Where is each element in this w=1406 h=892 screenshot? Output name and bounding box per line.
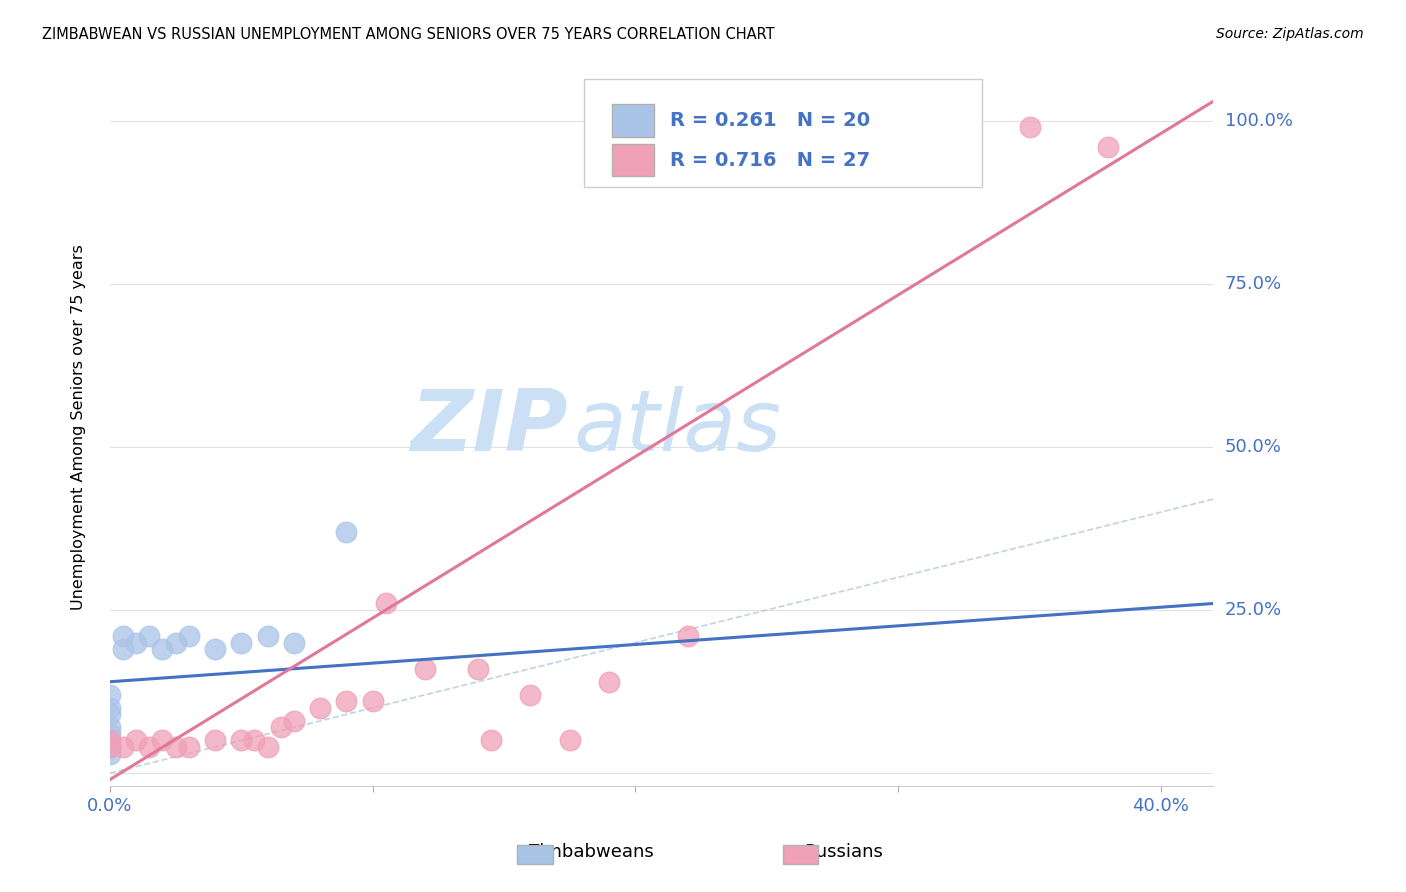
Point <box>243 733 266 747</box>
Point <box>413 662 436 676</box>
Text: atlas: atlas <box>574 386 782 469</box>
Point <box>152 642 174 657</box>
Point <box>177 629 200 643</box>
Point <box>374 597 396 611</box>
Point <box>335 694 357 708</box>
Point <box>204 642 226 657</box>
Point <box>98 721 121 735</box>
Text: R = 0.716   N = 27: R = 0.716 N = 27 <box>671 151 870 169</box>
Point <box>309 701 332 715</box>
Point <box>152 733 174 747</box>
Text: 75.0%: 75.0% <box>1225 275 1282 293</box>
Point <box>270 721 292 735</box>
FancyBboxPatch shape <box>612 144 654 176</box>
Point <box>283 714 305 728</box>
Point <box>204 733 226 747</box>
Point <box>98 707 121 722</box>
Point <box>125 635 148 649</box>
Text: Source: ZipAtlas.com: Source: ZipAtlas.com <box>1216 27 1364 41</box>
Text: ZIP: ZIP <box>411 386 568 469</box>
Text: Zimbabweans: Zimbabweans <box>527 843 654 861</box>
Point <box>256 739 278 754</box>
Text: Russians: Russians <box>804 843 883 861</box>
Point <box>165 739 187 754</box>
Point <box>335 524 357 539</box>
FancyBboxPatch shape <box>585 79 981 187</box>
Point <box>138 739 160 754</box>
Point <box>256 629 278 643</box>
Point <box>98 739 121 754</box>
Point <box>676 629 699 643</box>
Point <box>231 635 253 649</box>
Point <box>283 635 305 649</box>
Point <box>479 733 502 747</box>
Text: ZIMBABWEAN VS RUSSIAN UNEMPLOYMENT AMONG SENIORS OVER 75 YEARS CORRELATION CHART: ZIMBABWEAN VS RUSSIAN UNEMPLOYMENT AMONG… <box>42 27 775 42</box>
Point <box>558 733 581 747</box>
FancyBboxPatch shape <box>612 104 654 136</box>
Point <box>98 747 121 761</box>
Point <box>111 642 134 657</box>
Point <box>98 739 121 754</box>
Point <box>138 629 160 643</box>
Point <box>519 688 541 702</box>
Point <box>111 629 134 643</box>
Point <box>98 733 121 747</box>
Point <box>165 635 187 649</box>
Point <box>231 733 253 747</box>
Point <box>1097 140 1119 154</box>
Point <box>177 739 200 754</box>
Text: 25.0%: 25.0% <box>1225 601 1282 619</box>
Text: R = 0.261   N = 20: R = 0.261 N = 20 <box>671 111 870 130</box>
Point <box>98 733 121 747</box>
Point <box>361 694 384 708</box>
Point <box>467 662 489 676</box>
Point <box>125 733 148 747</box>
Point <box>1018 120 1040 135</box>
Point <box>98 727 121 741</box>
Text: 100.0%: 100.0% <box>1225 112 1292 129</box>
Y-axis label: Unemployment Among Seniors over 75 years: Unemployment Among Seniors over 75 years <box>72 244 86 610</box>
Point <box>111 739 134 754</box>
Point <box>98 701 121 715</box>
Point <box>98 688 121 702</box>
Point <box>598 674 620 689</box>
Text: 50.0%: 50.0% <box>1225 438 1281 456</box>
